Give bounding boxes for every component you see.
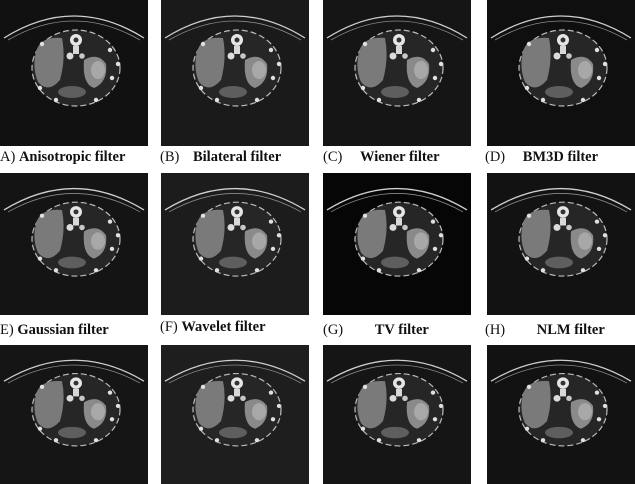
ct-image-row3-col1: [0, 345, 148, 484]
caption-name: TV filter: [374, 322, 429, 338]
caption-gaussian: E) Gaussian filter: [0, 319, 109, 341]
caption-name: Bilateral filter: [192, 149, 282, 165]
caption-bm3d: (D) BM3D filter: [485, 146, 598, 168]
ct-image-wavelet: [161, 173, 309, 315]
caption-tv: (G) TV filter: [323, 319, 429, 341]
ct-image-bm3d: [487, 0, 635, 146]
caption-nlm: (H) NLM filter: [485, 319, 605, 341]
caption-letter: (B): [160, 149, 180, 165]
caption-letter: (H): [485, 322, 506, 338]
caption-bilateral: (B) Bilateral filter: [160, 146, 281, 168]
caption-letter: A): [0, 149, 16, 165]
ct-image-tv: [323, 173, 471, 315]
caption-letter: (G): [323, 322, 344, 338]
ct-image-gaussian: [0, 173, 148, 315]
caption-wiener: (C) Wiener filter: [323, 146, 440, 168]
caption-name: Anisotropic filter: [18, 149, 126, 165]
ct-image-row3-col2: [161, 345, 309, 484]
caption-letter: (D): [485, 149, 506, 165]
caption-letter: E): [0, 322, 14, 338]
ct-image-row3-col3: [323, 345, 471, 484]
caption-letter: (F): [160, 319, 178, 335]
caption-name: Wiener filter: [359, 149, 440, 165]
caption-name: Gaussian filter: [17, 322, 109, 338]
ct-image-wiener: [323, 0, 471, 146]
ct-image-bilateral: [161, 0, 309, 146]
ct-image-anisotropic: [0, 0, 148, 146]
ct-image-nlm: [487, 173, 635, 315]
caption-letter: (C): [323, 149, 343, 165]
caption-wavelet: (F) Wavelet filter: [160, 316, 266, 338]
caption-name: NLM filter: [536, 322, 605, 338]
caption-name: BM3D filter: [522, 149, 599, 165]
caption-name: Wavelet filter: [181, 319, 266, 335]
ct-image-row3-col4: [487, 345, 635, 484]
caption-anisotropic: A) Anisotropic filter: [0, 146, 125, 168]
